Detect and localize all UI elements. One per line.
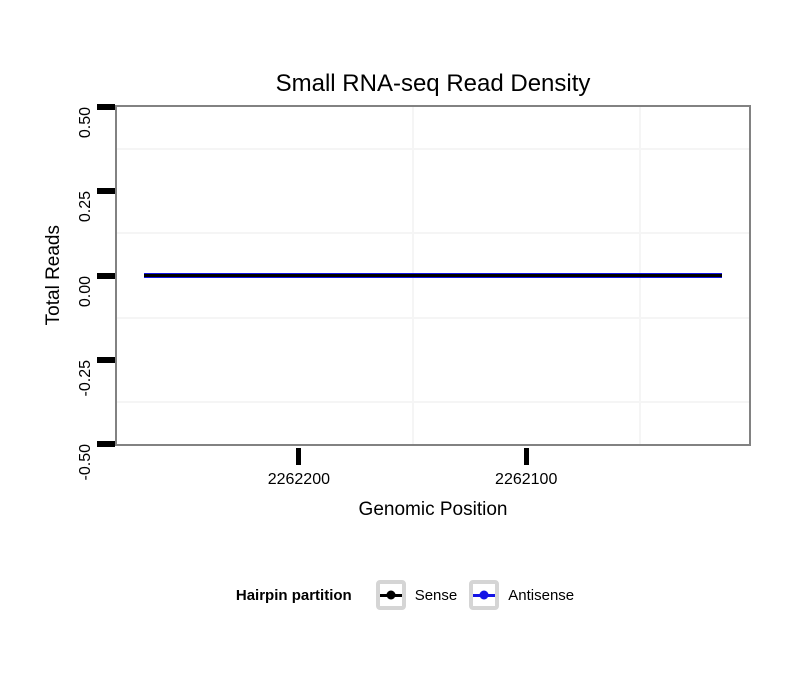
legend-key-dot [479,590,489,600]
y-tick-mark [97,188,115,195]
minor-gridline-horizontal [117,232,749,235]
y-tick-label: -0.25 [77,359,94,397]
y-tick-mark [97,441,115,447]
legend-item-label: Antisense [508,586,575,604]
x-tick-mark [296,448,302,465]
minor-gridline-horizontal [117,148,749,151]
legend-item: Antisense [469,580,574,610]
y-axis-title-text: Total Reads [43,225,64,326]
legend: Hairpin partition Sense Antisense [0,580,810,610]
y-tick-mark [97,104,115,110]
x-tick-label: 2262100 [495,471,558,488]
plot-panel [115,105,751,446]
minor-gridline-horizontal [117,316,749,319]
x-axis-title: Genomic Position [358,499,508,520]
minor-gridline-horizontal [117,400,749,403]
y-tick-label: 0.50 [77,107,94,139]
y-tick-label: 0.00 [77,275,94,307]
y-tick-label: 0.25 [77,191,94,223]
legend-item: Sense [375,580,458,610]
y-tick-label: -0.50 [77,444,94,481]
legend-item-label: Sense [414,586,458,604]
legend-key [469,580,500,610]
legend-key [375,580,406,610]
y-axis-title: Total Reads [40,105,68,446]
x-tick-label: 2262200 [267,471,330,488]
x-tick-mark [523,448,529,465]
legend-title: Hairpin partition [235,586,352,604]
legend-key-dot [386,590,396,600]
y-tick-mark [97,356,115,363]
data-line-sense [144,274,722,277]
plot-area [117,107,749,444]
y-tick-mark [97,272,115,279]
chart-title: Small RNA-seq Read Density [275,70,591,97]
